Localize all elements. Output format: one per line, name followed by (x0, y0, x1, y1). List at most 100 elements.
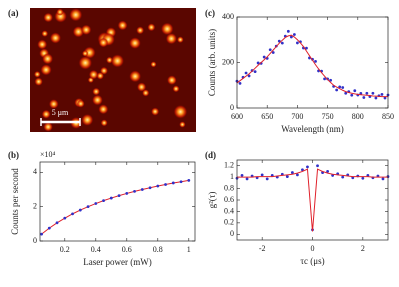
data-point (286, 29, 290, 33)
data-point (380, 92, 384, 96)
data-point (365, 91, 369, 95)
emitter-spot (165, 33, 178, 45)
x-tick-label: 600 (231, 112, 243, 121)
x-tick-label: 0.6 (122, 245, 132, 254)
emitter-spot (88, 69, 99, 80)
data-point (148, 186, 152, 190)
emitter-spot (81, 113, 94, 126)
panel-label: (a) (8, 8, 19, 18)
x-tick-label: -2 (259, 244, 266, 253)
data-point (341, 86, 345, 89)
emitter-spot (41, 30, 49, 37)
x-tick-label: 1 (187, 245, 191, 254)
data-point (268, 48, 272, 52)
y-tick-label: 1 (230, 172, 234, 181)
data-point (244, 71, 248, 75)
x-tick-label: 2 (361, 244, 365, 253)
emitter-spot (129, 70, 142, 83)
emitter-spot (98, 104, 109, 115)
emitter-spot (179, 121, 186, 128)
data-point (305, 46, 308, 50)
data-point (262, 55, 266, 59)
data-point (285, 175, 289, 178)
emitter-spot (110, 54, 125, 68)
data-point (245, 177, 249, 181)
data-point (156, 184, 160, 188)
data-point (40, 232, 43, 236)
data-point (140, 188, 144, 191)
y-axis-label: Counts (arb. units) (207, 29, 217, 96)
axes-frame (236, 16, 389, 109)
x-axis-label: Laser power (mW) (83, 257, 151, 267)
y-axis-label: g²(τ) (207, 192, 217, 209)
x-tick-label: 750 (322, 112, 334, 121)
emitter-spot (151, 107, 160, 116)
emitter-spot (173, 104, 188, 119)
emitter-spot (69, 8, 83, 22)
x-tick-label: 0 (311, 244, 315, 253)
data-point (341, 175, 345, 179)
data-point (306, 165, 309, 169)
y-tick-label: 4 (33, 167, 37, 176)
emitter-spot (92, 94, 103, 106)
emitter-spot (48, 99, 59, 109)
y-tick-label: 0.8 (224, 183, 234, 192)
emitter-spot (49, 32, 62, 44)
emitter-spot (96, 72, 104, 80)
emitter-spot (177, 36, 184, 44)
data-point (329, 78, 333, 82)
data-point (164, 183, 167, 186)
data-point (359, 92, 363, 95)
emitter-spot (33, 70, 41, 78)
y-tick-label: 0 (230, 103, 234, 112)
y-tick-label: 400 (222, 12, 234, 21)
axes-frame (39, 161, 196, 242)
data-point (362, 96, 366, 99)
data-point (374, 96, 378, 100)
x-tick-label: 0.4 (91, 245, 101, 254)
emitter-spot (100, 119, 108, 127)
fit-line (236, 34, 388, 98)
data-point (280, 41, 284, 45)
data-point (238, 82, 242, 85)
data-point (335, 88, 339, 92)
data-point (265, 177, 269, 181)
y-multiplier: ×10⁴ (40, 150, 56, 159)
y-tick-label: 0 (230, 229, 234, 238)
y-tick-label: 0 (33, 236, 37, 245)
data-point (296, 41, 299, 45)
data-point (289, 35, 293, 39)
data-point (326, 170, 329, 173)
data-point (247, 74, 251, 78)
x-tick-label: 850 (382, 112, 394, 121)
emitter-spot (167, 75, 177, 85)
emitter-spot (40, 64, 52, 76)
fit-line (41, 179, 189, 235)
data-point (171, 181, 175, 185)
x-tick-label: 800 (352, 112, 364, 121)
x-tick-label: 0.2 (60, 245, 70, 254)
data-point (55, 221, 59, 225)
data-point (344, 91, 348, 95)
emitter-spot (42, 53, 54, 65)
data-point (102, 199, 105, 203)
emitter-spot (78, 56, 93, 70)
data-point (187, 178, 191, 182)
y-tick-label: 0.4 (224, 206, 234, 215)
data-point (117, 194, 121, 198)
data-point (301, 168, 304, 172)
emitter-spot (82, 50, 89, 57)
data-point (371, 91, 375, 95)
data-point (94, 202, 98, 205)
data-point (47, 226, 51, 230)
panel-label: (b) (8, 150, 19, 160)
data-point (179, 180, 183, 184)
data-point (256, 61, 260, 65)
y-tick-label: 0.6 (224, 195, 234, 204)
emitter-spot (98, 37, 109, 48)
emitter-spot (56, 8, 64, 16)
data-point (381, 177, 385, 181)
data-point (323, 77, 326, 81)
data-point (71, 212, 74, 216)
